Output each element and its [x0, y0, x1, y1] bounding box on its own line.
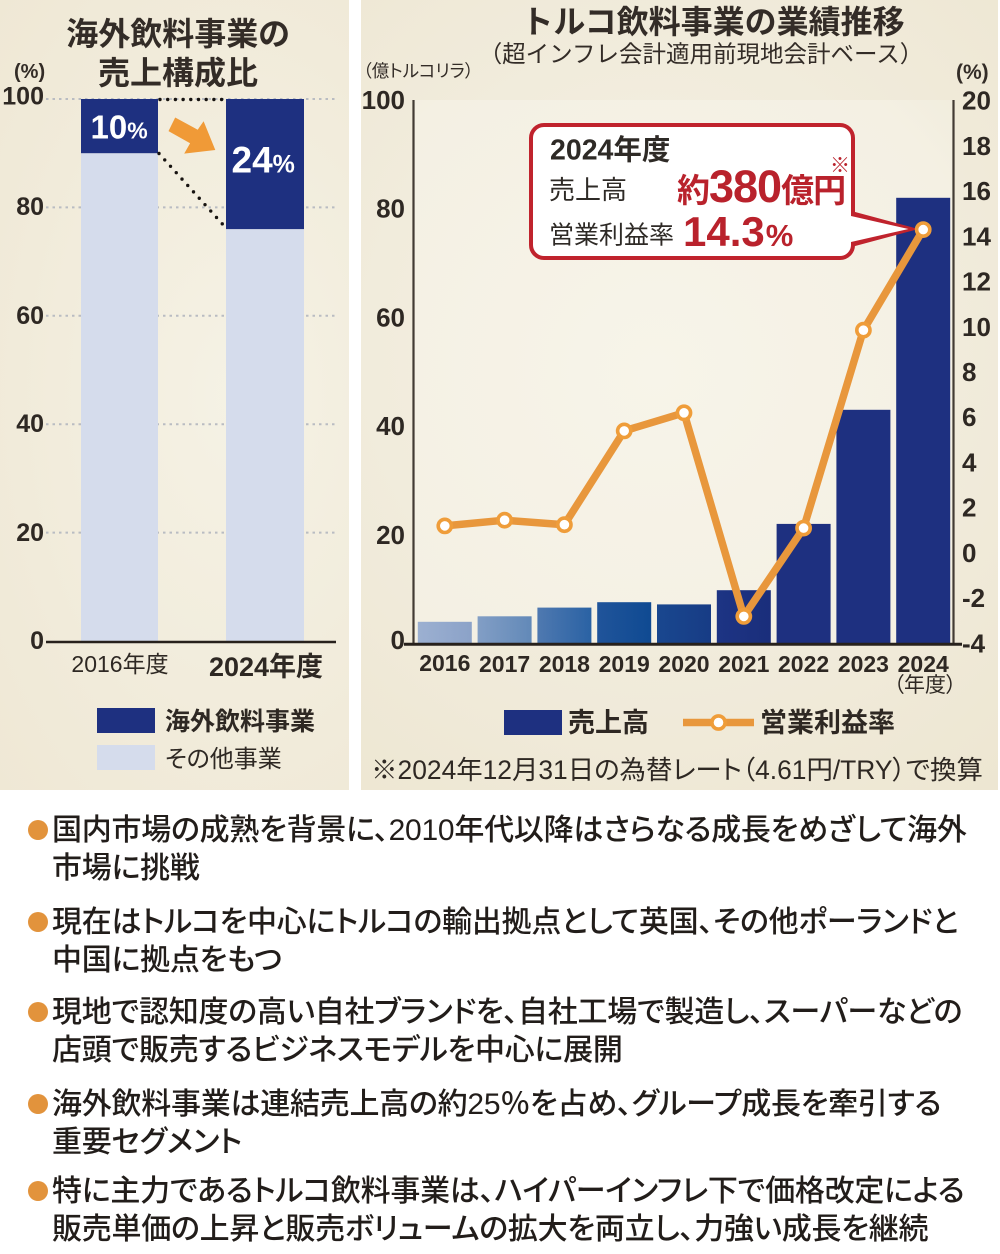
svg-text:（億トルコリラ）: （億トルコリラ）	[363, 61, 474, 81]
svg-text:2021: 2021	[718, 651, 769, 677]
svg-text:20: 20	[376, 520, 405, 550]
svg-text:2020: 2020	[658, 651, 709, 677]
svg-text:40: 40	[376, 411, 405, 441]
svg-text:売上構成比: 売上構成比	[98, 55, 258, 91]
svg-text:2: 2	[962, 493, 976, 523]
svg-text:2024年度: 2024年度	[209, 652, 323, 682]
svg-text:(%): (%)	[956, 61, 989, 84]
svg-text:16: 16	[962, 176, 991, 206]
svg-text:2016年度: 2016年度	[71, 651, 168, 677]
svg-text:売上高: 売上高	[568, 708, 649, 738]
svg-text:10: 10	[962, 312, 991, 342]
svg-text:0: 0	[962, 538, 976, 568]
svg-text:2022: 2022	[778, 651, 829, 677]
svg-text:20: 20	[962, 86, 991, 116]
svg-text:4: 4	[962, 448, 977, 478]
svg-text:40: 40	[16, 410, 44, 438]
svg-text:6: 6	[962, 402, 976, 432]
svg-text:2017: 2017	[479, 651, 530, 677]
svg-text:営業利益率: 営業利益率	[549, 222, 674, 250]
svg-text:売上高: 売上高	[549, 175, 627, 205]
svg-text:60: 60	[376, 302, 405, 332]
svg-text:営業利益率: 営業利益率	[760, 708, 895, 738]
svg-text:100: 100	[362, 85, 405, 115]
svg-text:トルコ飲料事業の業績推移: トルコ飲料事業の業績推移	[521, 4, 904, 40]
svg-text:-4: -4	[962, 628, 986, 658]
svg-text:20: 20	[16, 519, 44, 547]
svg-text:60: 60	[16, 302, 44, 330]
svg-text:80: 80	[376, 194, 405, 224]
svg-text:0: 0	[30, 627, 44, 655]
svg-text:2024年度: 2024年度	[550, 135, 670, 167]
svg-text:80: 80	[16, 193, 44, 221]
svg-text:-2: -2	[962, 583, 985, 613]
svg-text:12: 12	[962, 267, 991, 297]
svg-text:14: 14	[962, 221, 991, 251]
svg-text:2016: 2016	[419, 650, 470, 676]
svg-text:18: 18	[962, 131, 991, 161]
svg-text:(%): (%)	[14, 61, 45, 83]
svg-text:その他事業: その他事業	[165, 746, 282, 773]
svg-text:2024: 2024	[898, 651, 949, 677]
svg-text:2018: 2018	[539, 651, 590, 677]
svg-text:※2024年12月31日の為替レート（4.61円/TRY）で: ※2024年12月31日の為替レート（4.61円/TRY）で換算	[371, 755, 983, 785]
svg-text:100: 100	[2, 83, 44, 111]
svg-text:0: 0	[391, 625, 405, 655]
svg-text:2023: 2023	[838, 651, 889, 677]
svg-text:2019: 2019	[599, 651, 650, 677]
svg-text:8: 8	[962, 357, 976, 387]
svg-text:海外飲料事業: 海外飲料事業	[165, 708, 315, 736]
svg-text:（年度）: （年度）	[894, 674, 957, 697]
svg-text:（超インフレ会計適用前現地会計ベース）: （超インフレ会計適用前現地会計ベース）	[479, 41, 924, 67]
svg-text:海外飲料事業の: 海外飲料事業の	[66, 16, 290, 52]
svg-text:※: ※	[830, 155, 850, 177]
